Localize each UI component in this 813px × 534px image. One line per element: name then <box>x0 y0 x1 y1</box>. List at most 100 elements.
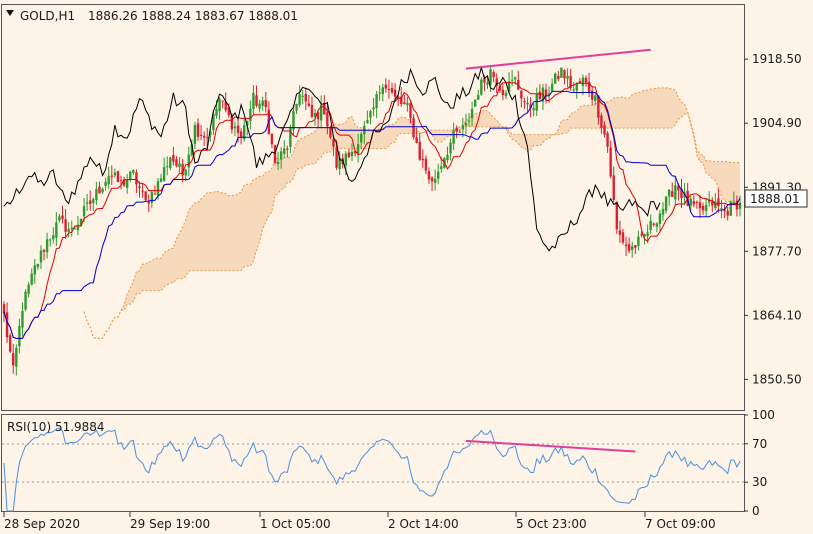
candle-body <box>18 325 21 347</box>
candle-body <box>455 127 458 132</box>
candle-body <box>624 244 628 247</box>
ichimoku-cloud-segment <box>715 161 719 188</box>
candle-body <box>329 127 332 138</box>
ichimoku-cloud-segment <box>441 130 445 142</box>
ichimoku-cloud-segment <box>484 109 488 127</box>
ichimoku-cloud-segment <box>198 199 202 271</box>
candle-body <box>594 95 597 101</box>
candle-body <box>587 81 591 93</box>
candle-body <box>618 230 622 235</box>
candle-body <box>319 104 323 121</box>
ichimoku-cloud-segment <box>238 192 242 271</box>
ichimoku-cloud-segment <box>182 219 186 279</box>
candle-body <box>196 123 200 137</box>
candle-body <box>489 69 492 85</box>
candle-body <box>233 126 237 129</box>
candle-body <box>169 157 172 168</box>
candle-body <box>132 170 135 173</box>
ichimoku-cloud-segment <box>709 160 713 179</box>
candle-body <box>27 284 30 294</box>
candle-body <box>326 112 329 127</box>
ichimoku-cloud-segment <box>250 179 254 267</box>
y-tick-label: 1904.90 <box>752 116 802 130</box>
candle-body <box>523 101 526 103</box>
candle-body <box>526 102 529 105</box>
ichimoku-cloud-segment <box>262 172 266 229</box>
candle-body <box>209 131 212 136</box>
price-trendline[interactable] <box>465 48 651 70</box>
ichimoku-cloud-segment <box>136 270 140 294</box>
candle-body <box>458 131 461 133</box>
candle-body <box>738 202 742 209</box>
candle-body <box>538 91 542 99</box>
candle-body <box>655 223 659 227</box>
ichimoku-cloud-segment <box>228 195 232 271</box>
candle-body <box>637 236 640 247</box>
ichimoku-cloud-segment <box>696 149 700 162</box>
candle-body <box>661 208 665 215</box>
candle-body <box>529 104 532 109</box>
ichimoku-cloud-segment <box>422 130 426 134</box>
ichimoku-cloud-segment <box>281 157 285 190</box>
candle-body <box>295 103 298 111</box>
candle-body <box>116 171 120 183</box>
ichimoku-cloud-segment <box>379 127 383 149</box>
candle-body <box>430 177 434 182</box>
candle-body <box>159 178 163 182</box>
rsi-plot-frame <box>1 414 745 512</box>
candle-body <box>110 175 113 177</box>
candle-body <box>125 180 129 188</box>
ichimoku-cloud-segment <box>274 157 279 196</box>
ichimoku-cloud-segment <box>259 176 263 242</box>
candle-body <box>486 82 489 85</box>
ichimoku-cloud-segment <box>564 119 568 133</box>
candle-body <box>301 95 304 97</box>
candle-body <box>498 85 501 91</box>
candle-body <box>590 90 594 100</box>
candle-body <box>252 92 255 110</box>
candle-body <box>261 100 264 106</box>
ichimoku-cloud-segment <box>191 202 195 271</box>
candle-body <box>304 93 307 102</box>
candle-body <box>230 115 234 130</box>
candle-body <box>492 72 495 78</box>
ichimoku-cloud-segment <box>296 138 300 170</box>
ichimoku-cloud-segment <box>527 134 531 152</box>
dropdown-triangle-icon[interactable] <box>6 10 14 16</box>
ichimoku-cloud-segment <box>216 190 220 271</box>
candle-body <box>279 151 283 160</box>
candle-body <box>70 227 73 230</box>
candle-body <box>677 185 680 191</box>
candle-body <box>190 144 194 156</box>
ichimoku-cloud-segment <box>545 134 550 140</box>
candle-body <box>387 88 391 90</box>
symbol-label: GOLD,H1 <box>20 9 75 23</box>
ichimoku-cloud-segment <box>151 258 155 291</box>
rsi-trendline[interactable] <box>465 439 636 453</box>
candle-body <box>218 98 221 112</box>
ichimoku-cloud-segment <box>290 152 294 183</box>
ichimoku-cloud-segment <box>659 87 664 129</box>
candle-body <box>415 137 418 143</box>
candle-body <box>76 224 80 231</box>
ichimoku-cloud-segment <box>127 288 131 305</box>
candle-body <box>649 220 652 231</box>
ichimoku-cloud-segment <box>435 130 439 143</box>
rsi-header-label: RSI(10) 51.9884 <box>7 420 105 434</box>
ichimoku-cloud-segment <box>271 159 275 212</box>
ichimoku-cloud-segment <box>170 248 174 283</box>
candle-body <box>708 199 711 203</box>
candle-body <box>711 201 714 206</box>
candle-body <box>206 137 209 139</box>
ichimoku-cloud-segment <box>302 136 306 168</box>
candle-body <box>24 291 27 310</box>
candle-body <box>39 250 43 263</box>
candle-body <box>433 178 437 183</box>
ichimoku-cloud-segment <box>299 138 303 168</box>
ichimoku-cloud-segment <box>727 161 731 203</box>
candle-body <box>393 89 397 97</box>
candle-body <box>689 198 692 206</box>
candle-body <box>409 103 412 118</box>
ichimoku-cloud-segment <box>201 195 205 271</box>
candle-body <box>704 205 708 212</box>
